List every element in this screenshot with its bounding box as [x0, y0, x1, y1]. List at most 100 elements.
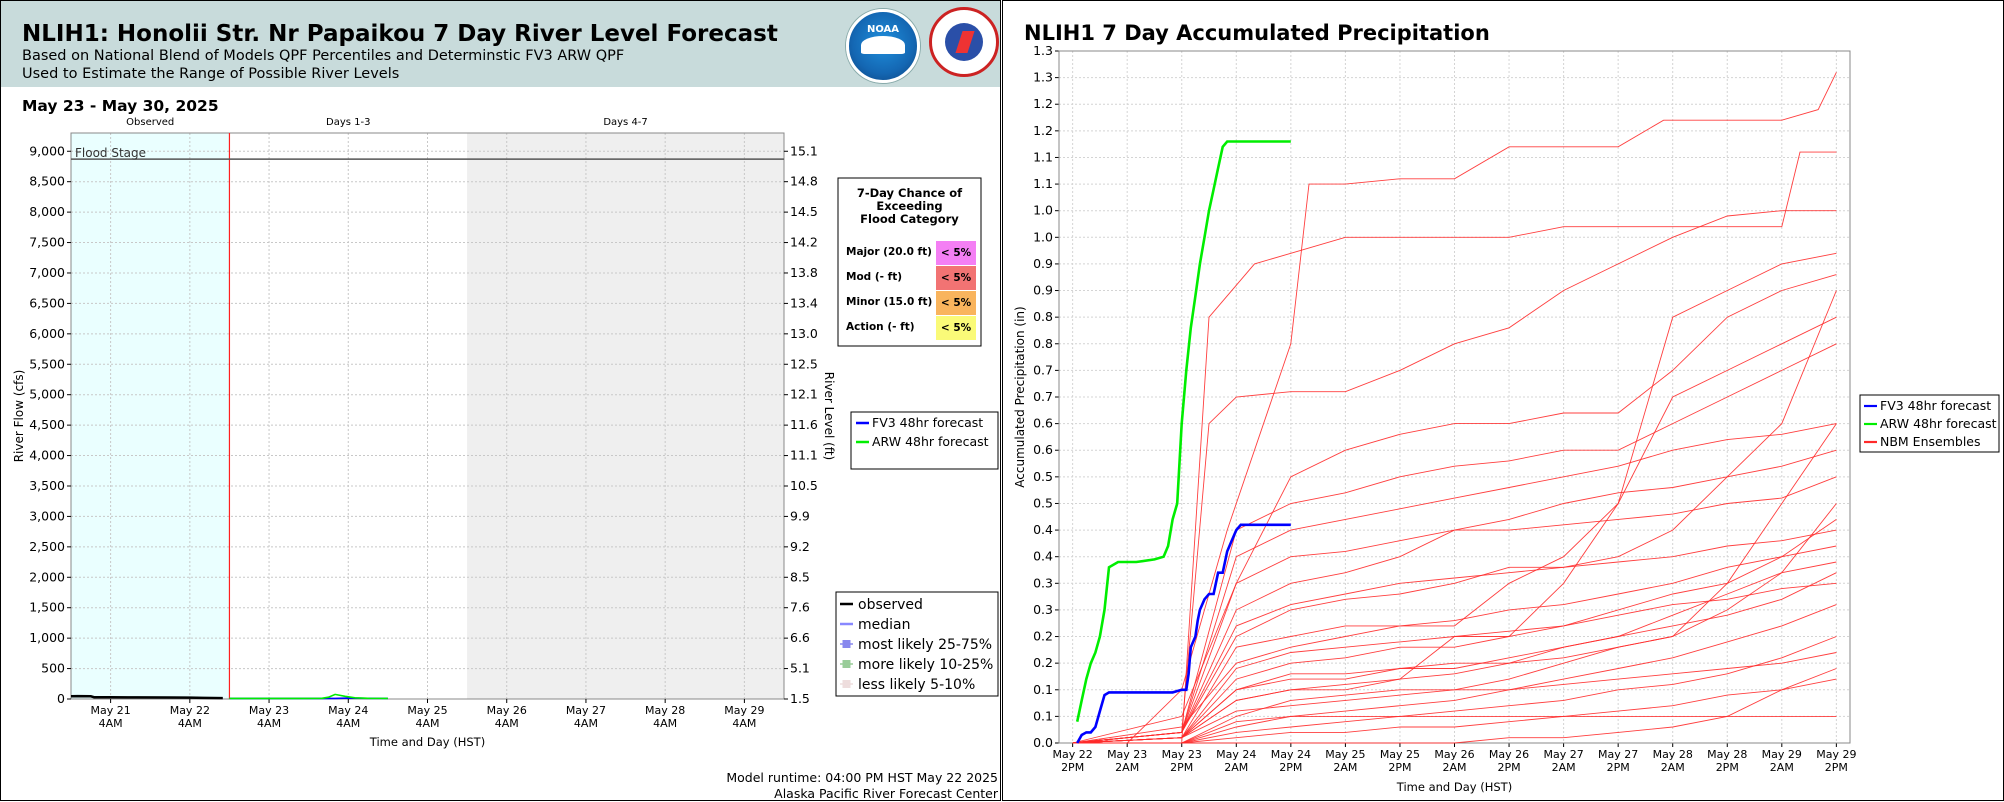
y-tick-label: 0 [57, 691, 65, 706]
y-tick-label: 0.3 [1033, 575, 1053, 590]
y-tick-label: 0.7 [1033, 389, 1053, 404]
x-tick-label: May 24 [1216, 748, 1256, 761]
precip-panel: NLIH1 7 Day Accumulated Precipitation [1002, 0, 2004, 801]
y-tick-label: 1.2 [1033, 96, 1053, 111]
x-tick-label: May 25 [1380, 748, 1420, 761]
x-tick-label: May 24 [1271, 748, 1311, 761]
x-tick-label: 4AM [99, 717, 123, 730]
y-tick-label: 0.7 [1033, 362, 1053, 377]
nbm-ensemble-member-20 [1072, 423, 1837, 744]
legend-swatch-marker [842, 660, 851, 668]
region-label-2: Days 4-7 [603, 117, 647, 128]
x-tick-label: May 29 [724, 704, 764, 717]
x-tick-label: 4AM [653, 717, 677, 730]
y-tick-label: 0.0 [1033, 735, 1053, 750]
legend-label: median [858, 617, 910, 633]
region-label-0: Observed [126, 117, 174, 128]
x-tick-label: May 23 [1107, 748, 1147, 761]
y-tick-label: 7,500 [29, 235, 65, 250]
flood-row-label: Minor (15.0 ft) [846, 296, 932, 308]
legend-label: FV3 48hr forecast [1880, 398, 1991, 413]
legend-frame [1859, 394, 2000, 453]
nbm-ensemble-member-16 [1072, 636, 1837, 744]
x-tick-label: 2PM [1607, 761, 1630, 774]
y2-tick-label: 13.8 [790, 265, 818, 280]
y-tick-label: 0.8 [1033, 309, 1053, 324]
flood-row-label: Major (20.0 ft) [846, 246, 932, 258]
y-tick-label: 1.0 [1033, 229, 1053, 244]
y-tick-label: 2,000 [29, 569, 65, 584]
y-tick-label: 0.5 [1033, 495, 1053, 510]
legend-frame [835, 591, 999, 697]
y2-tick-label: 14.2 [790, 235, 818, 250]
y-tick-label: 4,000 [29, 448, 65, 463]
x-tick-label: May 26 [1489, 748, 1529, 761]
x-tick-label: 2AM [1115, 761, 1139, 774]
y-tick-label: 6,000 [29, 326, 65, 341]
nws-logo-emblem [945, 23, 983, 61]
y2-tick-label: 12.5 [790, 356, 818, 371]
legend-label: more likely 10-25% [858, 657, 993, 673]
y-tick-label: 500 [41, 661, 65, 676]
region-label-1: Days 1-3 [326, 117, 370, 128]
x-tick-label: 2PM [1825, 761, 1848, 774]
y-tick-label: 8,500 [29, 174, 65, 189]
y-tick-label: 0.3 [1033, 602, 1053, 617]
x-tick-label: May 23 [249, 704, 289, 717]
x-tick-label: 4AM [574, 717, 598, 730]
y2-tick-label: 9.2 [790, 539, 810, 554]
nbm-ensemble-member-11 [1072, 519, 1837, 744]
y-tick-label: 3,500 [29, 478, 65, 493]
y-tick-label: 1.3 [1033, 43, 1053, 58]
legend-forecasts: FV3 48hr forecast ARW 48hr forecast [850, 411, 999, 470]
x-tick-label: 2AM [1442, 761, 1466, 774]
x-tick-label: 2PM [1170, 761, 1193, 774]
x-tick-label: 4AM [495, 717, 519, 730]
series-line-fv3-48hr-forecast [1076, 523, 1291, 744]
x-tick-label: 2PM [1061, 761, 1084, 774]
nbm-ensemble-member-24 [1072, 668, 1837, 744]
y2-tick-label: 6.6 [790, 630, 810, 645]
y-tick-label: 0.2 [1033, 655, 1053, 670]
y-tick-label: 0.9 [1033, 256, 1053, 271]
y2-tick-label: 14.5 [790, 204, 818, 219]
x-tick-label: May 29 [1816, 748, 1856, 761]
legend-probabilities: observed median most likely 25-75% more lik… [835, 591, 999, 697]
legend-frame [850, 411, 999, 470]
flood-row-color [936, 266, 976, 290]
river-flow-chart: Observed Days 1-3 Days 4-7 Flood Stage 0 500 1… [12, 117, 999, 749]
flood-row-value: < 5% [941, 247, 972, 259]
x-tick-label: May 23 [1162, 748, 1202, 761]
noaa-bird-icon [861, 36, 905, 54]
precip-legend: FV3 48hr forecast ARW 48hr forecast NBM En… [1859, 394, 2000, 453]
y-tick-label: 0.1 [1033, 708, 1053, 723]
x-tick-label: 4AM [732, 717, 756, 730]
y-axis-title: Accumulated Precipitation (in) [1013, 306, 1027, 487]
y-tick-label: 1,500 [29, 600, 65, 615]
y-tick-label: 5,000 [29, 387, 65, 402]
nbm-ensemble-member-9 [1072, 449, 1837, 744]
y2-tick-label: 10.5 [790, 478, 818, 493]
nbm-ensemble-member-2 [1072, 210, 1837, 744]
series-line-arw-48hr-forecast [1075, 140, 1291, 722]
y2-tick-label: 11.1 [790, 448, 818, 463]
x-tick-label: May 22 [1053, 748, 1093, 761]
legend-label: most likely 25-75% [858, 637, 992, 653]
y2-tick-label: 8.5 [790, 569, 810, 584]
nbm-ensemble-member-17 [1072, 529, 1837, 744]
x-tick-label: 2AM [1661, 761, 1685, 774]
y-tick-label: 0.1 [1033, 682, 1053, 697]
y-tick-label: 9,000 [29, 143, 65, 158]
x-tick-label: 2PM [1279, 761, 1302, 774]
legend-label: ARW 48hr forecast [872, 434, 989, 449]
nbm-ensemble-member-15 [1072, 545, 1837, 744]
y-tick-label: 0.2 [1033, 629, 1053, 644]
date-range: May 23 - May 30, 2025 [22, 97, 219, 115]
y-tick-label: 1.1 [1033, 149, 1053, 164]
y2-tick-label: 12.1 [790, 387, 818, 402]
y-tick-label: 0.4 [1033, 522, 1053, 537]
x-tick-label: May 28 [1707, 748, 1747, 761]
x-tick-label: May 26 [1434, 748, 1474, 761]
y-tick-label: 8,000 [29, 204, 65, 219]
